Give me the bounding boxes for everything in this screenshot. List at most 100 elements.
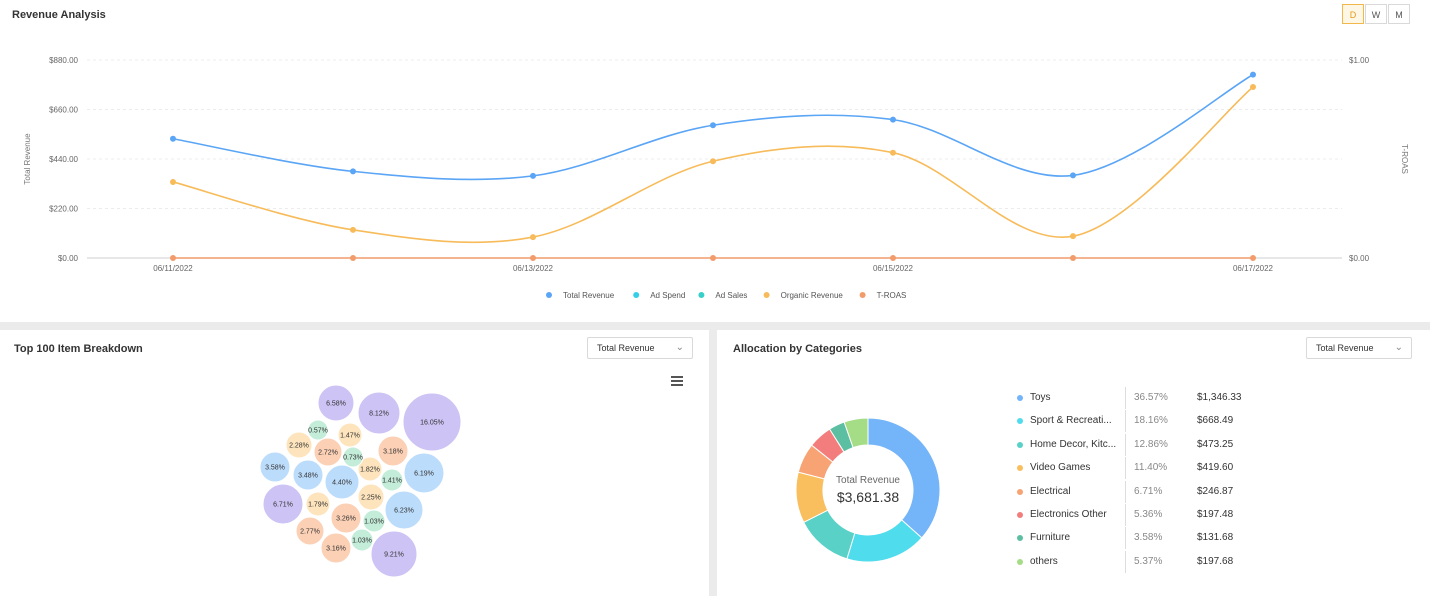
legend-marker[interactable] [698,292,705,298]
bubble-label: 1.82% [360,467,380,474]
data-point[interactable] [710,255,716,261]
donut-slice[interactable] [843,417,869,449]
bubble-label: 0.73% [343,455,363,462]
data-point[interactable] [1250,255,1256,261]
legend-marker[interactable] [633,292,640,298]
category-name: Toys [1030,392,1051,403]
bubble[interactable] [324,464,360,500]
data-point[interactable] [1070,233,1076,240]
bubble[interactable] [384,490,424,530]
bubble[interactable] [357,391,401,435]
category-color-dot [1017,558,1023,565]
bubble[interactable] [292,459,324,491]
donut-center-value: $3,681.38 [837,489,899,505]
category-percent: 36.57% [1134,392,1168,403]
bubble[interactable] [350,528,374,552]
category-amount: $246.87 [1197,485,1234,497]
bubble[interactable] [262,483,304,525]
bubble-label: 3.18% [383,449,403,456]
data-point[interactable] [1250,84,1256,90]
y-tick-label: $0.00 [58,254,79,263]
bubble[interactable] [402,392,462,452]
category-name: Sport & Recreati... [1030,415,1112,427]
bubble[interactable] [357,456,383,482]
category-percent: 18.16% [1134,415,1168,427]
category-allocation-title: Allocation by Categories [733,343,862,355]
data-point[interactable] [350,255,356,261]
bubble[interactable] [377,435,409,467]
x-tick-label: 06/11/2022 [153,264,193,273]
legend-label[interactable]: Ad Spend [650,291,685,300]
toggle-day-button[interactable]: D [1342,4,1364,24]
bubble-label: 8.12% [369,411,389,418]
bubble-label: 2.28% [289,443,309,450]
data-point[interactable] [170,135,176,142]
item-metric-select-value: Total Revenue [597,343,655,353]
hamburger-menu-icon[interactable] [671,376,683,386]
toggle-month-button[interactable]: M [1388,4,1410,24]
data-point[interactable] [1250,71,1256,78]
y-axis-title: Total Revenue [23,133,32,185]
bubble[interactable] [295,516,325,546]
bubble[interactable] [330,502,362,534]
legend-label[interactable]: Organic Revenue [781,291,844,300]
category-metric-select-value: Total Revenue [1316,343,1374,353]
data-point[interactable] [890,116,896,123]
x-tick-label: 06/15/2022 [873,264,914,273]
category-name: others [1030,555,1058,567]
bubble[interactable] [362,509,386,533]
bubble-label: 3.26% [336,516,356,523]
category-amount: $131.68 [1197,532,1234,544]
data-point[interactable] [530,172,536,179]
data-point[interactable] [350,226,356,233]
bubble[interactable] [305,491,331,517]
category-metric-select[interactable]: Total Revenue ⌄ [1306,337,1412,359]
bubble[interactable] [285,431,313,459]
legend-label[interactable]: T-ROAS [877,291,907,300]
category-percent: 11.40% [1134,462,1168,474]
data-point[interactable] [530,234,536,241]
legend-marker[interactable] [859,292,866,298]
bubble[interactable] [317,384,355,422]
bubble[interactable] [320,532,352,564]
chevron-down-icon: ⌄ [675,342,684,353]
category-name: Video Games [1030,462,1091,474]
data-point[interactable] [170,178,176,185]
data-point[interactable] [530,255,536,261]
bubble[interactable] [403,452,445,494]
donut-slice[interactable] [867,417,941,539]
revenue-analysis-panel: Revenue Analysis D W M $0.00 $220.00 $440.… [0,0,1430,322]
legend-label[interactable]: Ad Sales [715,291,747,300]
category-name: Electronics Other [1030,509,1107,520]
category-color-dot [1017,441,1023,448]
legend-marker[interactable] [546,292,552,298]
data-point[interactable] [1070,172,1076,179]
item-metric-select[interactable]: Total Revenue ⌄ [587,337,693,359]
y2-tick-label: $0.00 [1349,254,1370,263]
bubble[interactable] [370,530,418,578]
category-divider [1125,410,1126,433]
series-line [172,86,1254,244]
category-divider [1125,527,1126,550]
data-point[interactable] [1070,255,1076,261]
legend-label[interactable]: Total Revenue [563,291,615,300]
category-amount: $473.25 [1197,438,1234,450]
bubble[interactable] [307,419,329,441]
category-name: Home Decor, Kitc... [1030,438,1117,450]
category-divider [1125,480,1126,503]
legend-marker[interactable] [763,292,770,298]
bubble[interactable] [342,446,364,468]
data-point[interactable] [710,158,716,165]
toggle-week-button[interactable]: W [1365,4,1387,24]
bubble[interactable] [313,437,343,467]
data-point[interactable] [890,149,896,156]
bubble[interactable] [380,468,404,492]
data-point[interactable] [890,255,896,261]
data-point[interactable] [170,255,176,261]
bubble[interactable] [259,451,291,483]
category-percent: 12.86% [1134,438,1168,450]
data-point[interactable] [710,122,716,129]
data-point[interactable] [350,168,356,175]
bubble-label: 3.48% [298,473,318,480]
category-divider [1125,433,1126,456]
